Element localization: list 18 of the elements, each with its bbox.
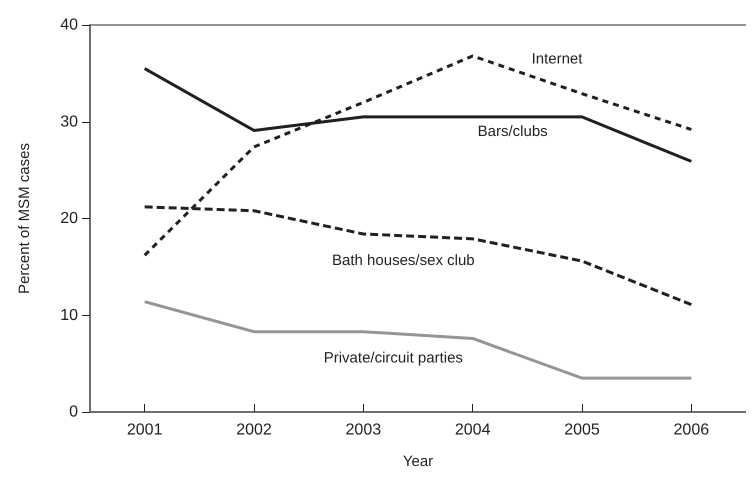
x-tick-label: 2001 <box>126 422 163 438</box>
series-label: Internet <box>532 50 584 68</box>
line-series <box>143 300 693 380</box>
x-axis-title: Year <box>402 453 434 470</box>
y-tick-label: 20 <box>60 210 78 227</box>
x-tick-label: 2005 <box>564 422 600 438</box>
y-tick-label: 40 <box>60 16 78 34</box>
x-tick-label: 2006 <box>674 422 710 438</box>
series-label: Bath houses/sex club <box>332 252 475 269</box>
y-axis-title: Percent of MSM cases <box>16 143 33 294</box>
series-label: Bars/clubs <box>478 122 548 140</box>
y-tick-label: 0 <box>69 404 78 420</box>
x-tick-label: 2002 <box>236 422 272 438</box>
y-tick-label: 10 <box>60 306 78 324</box>
x-tick-label: 2004 <box>454 422 491 438</box>
y-tick-label: 30 <box>60 113 78 130</box>
series-label: Private/circuit parties <box>324 350 463 367</box>
x-tick-label: 2003 <box>346 422 382 438</box>
